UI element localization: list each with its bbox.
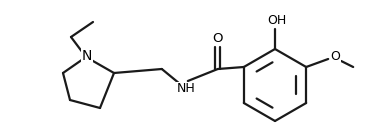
Text: O: O: [330, 51, 340, 64]
Text: OH: OH: [268, 14, 287, 27]
Text: NH: NH: [176, 83, 195, 96]
Text: O: O: [213, 31, 223, 44]
Text: N: N: [82, 49, 92, 63]
